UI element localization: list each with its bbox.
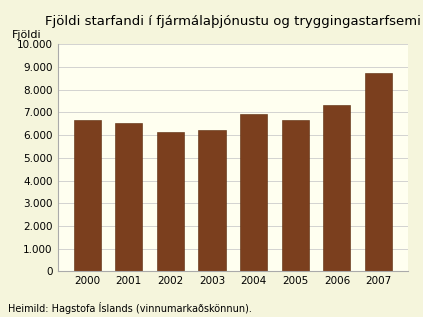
Text: Fjöldi: Fjöldi [12, 30, 42, 40]
Bar [240, 113, 267, 271]
Bar [282, 120, 309, 271]
Bar [365, 73, 392, 271]
Bar [198, 130, 225, 271]
Title: Fjöldi starfandi í fjármálaþjónustu og tryggingastarfsemi: Fjöldi starfandi í fjármálaþjónustu og t… [45, 15, 421, 28]
Bar [74, 120, 101, 271]
Text: Heimild: Hagstofa Íslands (vinnumarkaðskönnun).: Heimild: Hagstofa Íslands (vinnumarkaðsk… [8, 302, 253, 314]
Bar [115, 123, 142, 271]
Bar [323, 105, 350, 271]
Bar [157, 132, 184, 271]
